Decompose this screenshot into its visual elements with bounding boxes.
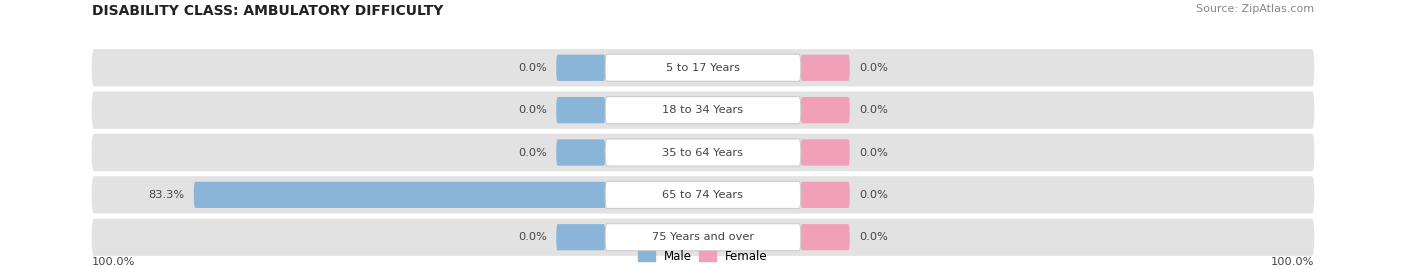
FancyBboxPatch shape xyxy=(801,55,849,81)
FancyBboxPatch shape xyxy=(91,91,1315,129)
FancyBboxPatch shape xyxy=(605,181,801,208)
Text: Source: ZipAtlas.com: Source: ZipAtlas.com xyxy=(1197,4,1315,14)
Text: 18 to 34 Years: 18 to 34 Years xyxy=(662,105,744,115)
Bar xyxy=(195,182,606,208)
Text: 0.0%: 0.0% xyxy=(519,63,547,73)
FancyBboxPatch shape xyxy=(557,55,605,81)
Text: 100.0%: 100.0% xyxy=(91,257,135,267)
Text: 0.0%: 0.0% xyxy=(519,232,547,242)
FancyBboxPatch shape xyxy=(801,224,849,250)
Text: 100.0%: 100.0% xyxy=(1271,257,1315,267)
FancyBboxPatch shape xyxy=(91,219,1315,256)
Text: 5 to 17 Years: 5 to 17 Years xyxy=(666,63,740,73)
FancyBboxPatch shape xyxy=(91,176,1315,214)
FancyBboxPatch shape xyxy=(801,97,849,123)
Text: 0.0%: 0.0% xyxy=(859,232,887,242)
Text: DISABILITY CLASS: AMBULATORY DIFFICULTY: DISABILITY CLASS: AMBULATORY DIFFICULTY xyxy=(91,4,443,18)
FancyBboxPatch shape xyxy=(557,97,605,123)
FancyBboxPatch shape xyxy=(605,97,801,124)
FancyBboxPatch shape xyxy=(91,49,1315,86)
Text: 35 to 64 Years: 35 to 64 Years xyxy=(662,147,744,158)
FancyBboxPatch shape xyxy=(557,224,605,250)
Text: 0.0%: 0.0% xyxy=(859,147,887,158)
Text: 83.3%: 83.3% xyxy=(149,190,184,200)
Text: 65 to 74 Years: 65 to 74 Years xyxy=(662,190,744,200)
FancyBboxPatch shape xyxy=(605,224,801,251)
FancyBboxPatch shape xyxy=(605,139,801,166)
Text: 0.0%: 0.0% xyxy=(519,105,547,115)
FancyBboxPatch shape xyxy=(801,182,849,208)
FancyBboxPatch shape xyxy=(801,139,849,166)
Text: 0.0%: 0.0% xyxy=(859,190,887,200)
Text: 0.0%: 0.0% xyxy=(859,63,887,73)
FancyBboxPatch shape xyxy=(557,139,605,166)
Text: 75 Years and over: 75 Years and over xyxy=(652,232,754,242)
Legend: Male, Female: Male, Female xyxy=(638,250,768,263)
FancyBboxPatch shape xyxy=(194,182,605,208)
Text: 0.0%: 0.0% xyxy=(859,105,887,115)
Text: 0.0%: 0.0% xyxy=(519,147,547,158)
FancyBboxPatch shape xyxy=(605,54,801,81)
FancyBboxPatch shape xyxy=(91,134,1315,171)
